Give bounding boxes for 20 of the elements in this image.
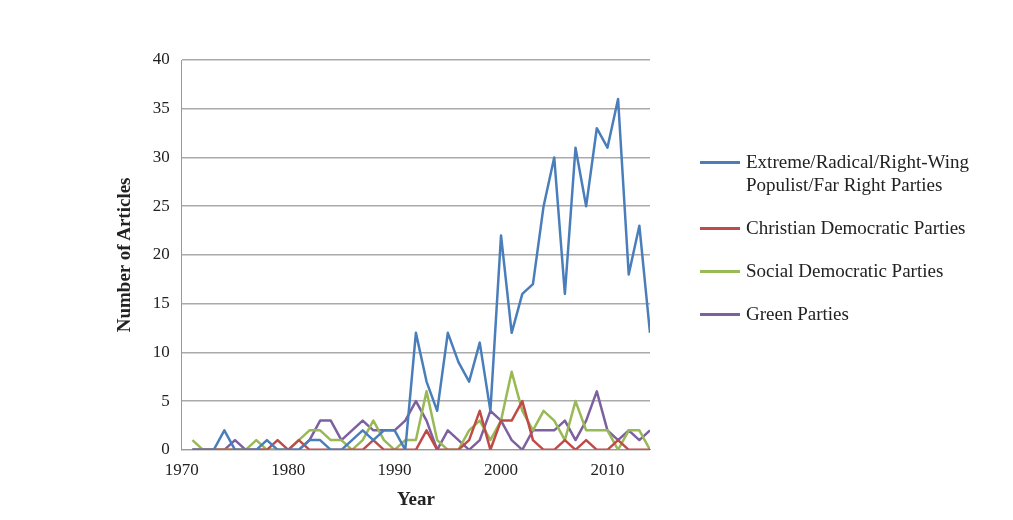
x-tick-label: 2010 [590, 460, 625, 480]
y-tick-label: 5 [161, 390, 170, 410]
x-tick-label: 1970 [164, 460, 199, 480]
legend-label: Extreme/Radical/Right-Wing Populist/Far Right Parties [746, 150, 970, 196]
y-tick-label: 15 [152, 293, 170, 313]
x-tick-label: 2000 [484, 460, 519, 480]
y-tick-label: 30 [152, 146, 170, 166]
y-tick-label: 20 [152, 244, 170, 264]
y-tick-label: 25 [152, 195, 170, 215]
y-axis-title: Number of Articles [113, 177, 135, 333]
legend-label: Green Parties [746, 302, 849, 325]
legend-label: Social Democratic Parties [746, 259, 944, 282]
y-tick-label: 40 [152, 49, 170, 69]
legend-label: Christian Democratic Parties [746, 216, 966, 239]
x-axis-title: Year [396, 487, 436, 509]
y-tick-label: 0 [161, 439, 170, 459]
y-tick-label: 35 [152, 98, 170, 118]
x-tick-label: 1980 [271, 460, 306, 480]
y-tick-label: 10 [152, 341, 170, 361]
x-tick-label: 1990 [377, 460, 412, 480]
